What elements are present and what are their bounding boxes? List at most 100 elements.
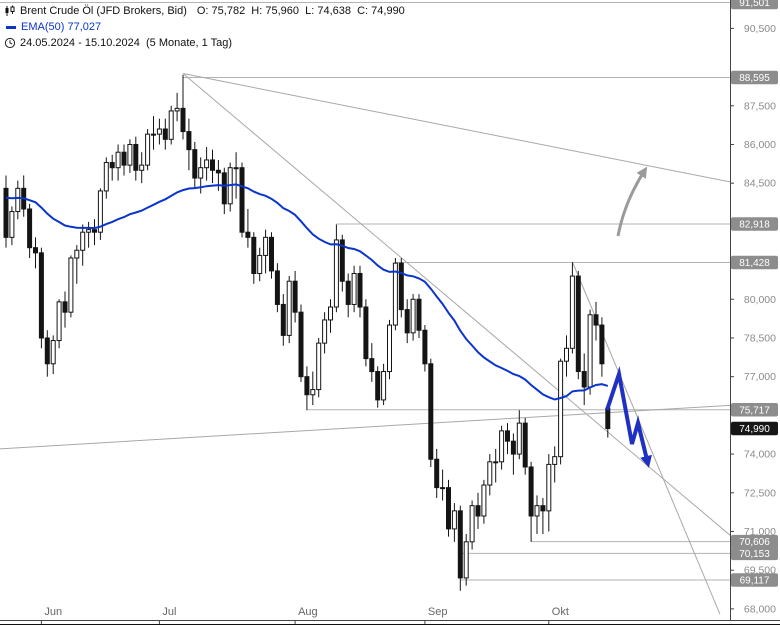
candle <box>251 232 257 284</box>
candle <box>192 141 198 189</box>
candle-body <box>351 272 357 305</box>
candle <box>558 358 564 465</box>
candle <box>86 221 92 248</box>
candle <box>469 500 475 550</box>
candle <box>451 503 457 542</box>
candle-body <box>575 275 581 373</box>
month-label: Jul <box>162 606 176 618</box>
level-badge <box>731 573 778 587</box>
price-tick-label: 68,000 <box>744 603 776 615</box>
price-tick-label: 90,500 <box>744 23 776 35</box>
candle-body <box>80 231 86 251</box>
candle-body <box>245 231 251 238</box>
candle-body <box>463 541 469 579</box>
candle-body <box>428 363 434 460</box>
candle <box>127 139 133 173</box>
level-badge-label: 70,153 <box>739 549 770 560</box>
candle-body <box>451 510 457 530</box>
ema-legend-line: EMA(50) 77,027 <box>4 19 405 35</box>
candle <box>410 294 416 341</box>
price-tick-label: 86,000 <box>744 139 776 151</box>
candle <box>499 425 505 470</box>
candle-body <box>339 239 345 282</box>
candle-body <box>540 505 546 512</box>
candle <box>180 74 186 140</box>
candle <box>109 154 115 181</box>
last-price-badge <box>731 421 778 436</box>
candle-body <box>493 461 499 464</box>
candle <box>174 92 180 122</box>
candle-body <box>546 463 552 512</box>
candle-body <box>92 229 97 233</box>
candle <box>121 144 127 176</box>
candle-body <box>510 440 516 455</box>
candle <box>422 325 428 372</box>
levels-layer <box>0 2 730 581</box>
candle <box>434 448 440 498</box>
candle <box>546 454 552 532</box>
date-range: 24.05.2024 - 15.10.2024 <box>20 37 140 49</box>
ema-label: EMA(50) 77,027 <box>21 21 102 33</box>
level-badge-label: 88,595 <box>739 73 770 84</box>
candle-body <box>499 430 505 463</box>
candle-body <box>434 458 440 489</box>
level-badge <box>731 534 778 549</box>
candle-body <box>387 324 392 373</box>
candle-body <box>97 190 103 233</box>
level-badge-label: 81,428 <box>739 258 770 269</box>
level-badge <box>731 403 778 417</box>
candle <box>139 152 145 184</box>
price-tick-label: 80,000 <box>744 294 776 306</box>
level-badge-label: 69,117 <box>740 576 770 587</box>
month-label: Sep <box>428 606 448 618</box>
candle <box>587 309 593 395</box>
candle <box>463 534 469 586</box>
candle <box>168 105 174 145</box>
candle-body <box>62 301 68 313</box>
candle <box>21 175 27 217</box>
candle <box>440 469 446 501</box>
ema-legend-swatch <box>6 25 16 29</box>
period-label: (5 Monate, 1 Tag) <box>139 37 233 49</box>
candle-body <box>133 143 139 171</box>
candle <box>298 304 304 382</box>
candle-body <box>9 211 15 238</box>
candle-body <box>581 371 587 388</box>
candle-body <box>215 169 221 174</box>
candle-body <box>558 360 564 458</box>
price-tick-label: 74,000 <box>744 449 776 461</box>
candle-body <box>27 208 33 249</box>
month-label: Jun <box>44 606 62 618</box>
month-label: Okt <box>552 606 569 618</box>
price-tick-label: 87,500 <box>744 100 776 112</box>
level-badge <box>731 70 778 85</box>
candle-body <box>38 252 44 339</box>
price-tick-label: 78,500 <box>744 332 776 344</box>
candle-body <box>56 301 62 342</box>
candle <box>239 162 245 238</box>
candle-body <box>168 110 174 140</box>
candle <box>581 353 587 406</box>
candle-body <box>221 172 227 205</box>
candle <box>38 247 44 349</box>
candle-body <box>605 407 611 430</box>
candle-body <box>363 306 369 360</box>
candle-body <box>257 254 263 274</box>
candle-body <box>33 247 38 254</box>
candle <box>392 258 398 331</box>
candle <box>56 299 62 349</box>
candle <box>151 116 156 150</box>
candle <box>564 335 569 377</box>
candle <box>369 343 375 382</box>
candle <box>97 188 103 240</box>
candle <box>292 270 298 323</box>
candle-body <box>322 319 328 344</box>
level-badge-label: 91,501 <box>739 0 770 9</box>
candle-body <box>469 505 475 543</box>
candle <box>15 180 21 220</box>
candle <box>50 335 56 375</box>
candle-body <box>192 149 198 179</box>
